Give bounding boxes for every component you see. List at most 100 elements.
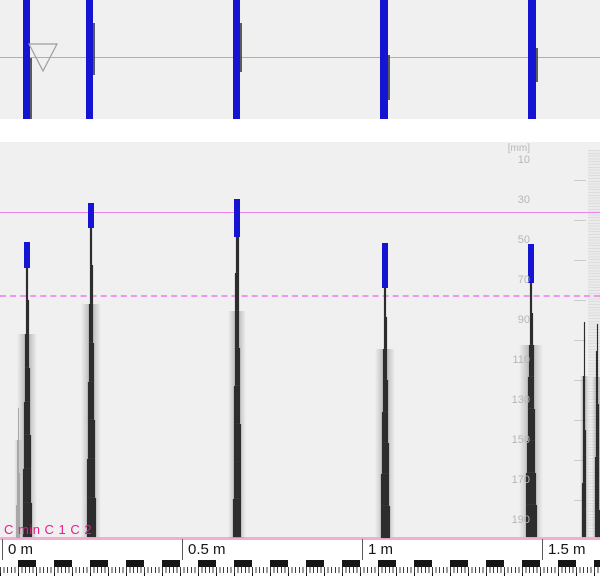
depth-scale-label: 90 <box>517 314 530 326</box>
depth-scale-label: 30 <box>517 194 530 206</box>
signal-spike-segment <box>596 377 598 404</box>
signal-spike-segment <box>382 443 389 475</box>
rebar-bar-top <box>233 0 240 119</box>
cover-depth-bar <box>382 243 388 288</box>
ruler-mark-divider <box>542 539 543 560</box>
depth-scale-label: 110 <box>512 354 530 366</box>
signal-spike-segment <box>23 469 31 503</box>
ruler-mark-divider <box>362 539 363 560</box>
signal-spike-segment <box>526 473 536 505</box>
top-view-panel[interactable] <box>0 0 600 119</box>
cover-depth-bar <box>88 203 94 228</box>
ruler-mark-divider <box>2 539 3 560</box>
signal-spike-segment <box>527 441 535 473</box>
depth-scale-label: 170 <box>511 474 530 486</box>
signal-spike-segment <box>234 386 240 424</box>
signal-spike-segment <box>25 368 30 402</box>
cover-depth-bar <box>24 242 30 268</box>
signal-spike-segment <box>526 505 537 537</box>
signal-spike-segment <box>583 430 586 457</box>
depth-scale-label: 50 <box>517 234 530 246</box>
signal-spike-segment <box>596 404 599 431</box>
rebar-bar-top <box>86 0 93 119</box>
ruler-mark-label: 0.5 m <box>188 541 226 558</box>
signal-spike-segment <box>595 510 600 537</box>
signal-spike-segment <box>234 462 241 500</box>
signal-view-panel[interactable]: [mm] C min C 1 C 2 10 30 50 70 90 110 130 150 17… <box>0 142 600 538</box>
signal-spike-segment <box>87 498 96 537</box>
signal-spike-segment <box>597 324 598 351</box>
rebar-bar-top <box>528 0 536 119</box>
signal-spike-segment <box>233 499 241 537</box>
signal-spike-segment <box>384 317 387 349</box>
ruler-checker-band <box>0 560 600 567</box>
depth-scale-tick <box>574 380 586 381</box>
rebar-bar-shadow <box>388 55 390 100</box>
signal-spike-segment <box>528 409 535 441</box>
signal-spike-segment <box>90 265 93 304</box>
signal-spike-segment <box>16 521 20 538</box>
signal-spike-segment <box>530 313 533 345</box>
signal-spike-segment <box>23 503 32 537</box>
signal-spike-segment <box>384 286 386 318</box>
depth-scale-tick <box>574 340 586 341</box>
signal-spike-segment <box>584 322 585 349</box>
signal-spike-segment <box>595 457 599 484</box>
distance-ruler: 0 m 0.5 m 1 m 1.5 m <box>0 537 600 576</box>
signal-spike-segment <box>529 345 534 377</box>
signal-spike-segment <box>595 484 599 511</box>
signal-spike-segment <box>582 510 586 537</box>
signal-spike-segment <box>17 456 19 473</box>
signal-spike-segment <box>530 281 532 313</box>
signal-spike-segment <box>234 424 241 462</box>
rebar-bar-top <box>380 0 388 119</box>
signal-spike-segment <box>18 424 19 441</box>
signal-spike-segment <box>88 420 95 459</box>
depth-scale-label: 190 <box>511 514 530 526</box>
ruler-mark-label: 1 m <box>368 541 394 558</box>
depth-scale-label: 130 <box>511 394 530 406</box>
cover-depth-bar <box>234 199 240 237</box>
signal-spike-segment <box>26 266 28 300</box>
cover-legend-label: C min C 1 C 2 <box>4 522 93 537</box>
signal-spike-segment <box>383 380 388 412</box>
signal-spike-segment <box>24 435 31 469</box>
signal-spike-segment <box>17 473 20 490</box>
ruler-ticks-minor <box>0 567 600 573</box>
depth-scale-tick <box>574 300 586 301</box>
cursor-line <box>0 57 600 58</box>
signal-spike-segment <box>382 412 388 444</box>
depth-scale-tick <box>574 220 586 221</box>
signal-spike-segment <box>381 506 390 538</box>
depth-scale-tick <box>574 260 586 261</box>
position-marker-icon[interactable] <box>28 43 58 72</box>
rebar-bar-shadow <box>93 23 95 75</box>
ruler-mark-label: 0 m <box>8 541 34 558</box>
rebar-bar-shadow <box>240 23 242 72</box>
depth-scale-tick <box>574 460 586 461</box>
signal-spike-segment <box>583 456 586 483</box>
rebar-bar-shadow <box>30 58 32 119</box>
depth-scale-label: 70 <box>517 274 530 286</box>
depth-scale-tick <box>574 180 586 181</box>
ruler-mark-divider <box>182 539 183 560</box>
signal-spike-segment <box>90 226 92 265</box>
signal-spike-segment <box>25 334 29 368</box>
ruler-mark-label: 1.5 m <box>548 541 586 558</box>
signal-spike-segment <box>89 304 93 343</box>
signal-spike-segment <box>582 483 586 510</box>
signal-spike-segment <box>235 348 240 386</box>
depth-scale-tick <box>574 500 586 501</box>
signal-spike-segment <box>584 349 585 376</box>
signal-spike-segment <box>18 408 19 425</box>
signal-spike-segment <box>88 382 94 421</box>
signal-spike-segment <box>16 505 20 522</box>
signal-spike-segment <box>596 431 599 458</box>
depth-scale-label: 10 <box>517 154 530 166</box>
signal-spike-segment <box>383 349 387 381</box>
cover-depth-bar <box>528 244 534 283</box>
signal-spike-segment <box>17 489 20 506</box>
signal-spike-segment <box>528 377 534 409</box>
signal-spike-segment <box>235 273 239 311</box>
